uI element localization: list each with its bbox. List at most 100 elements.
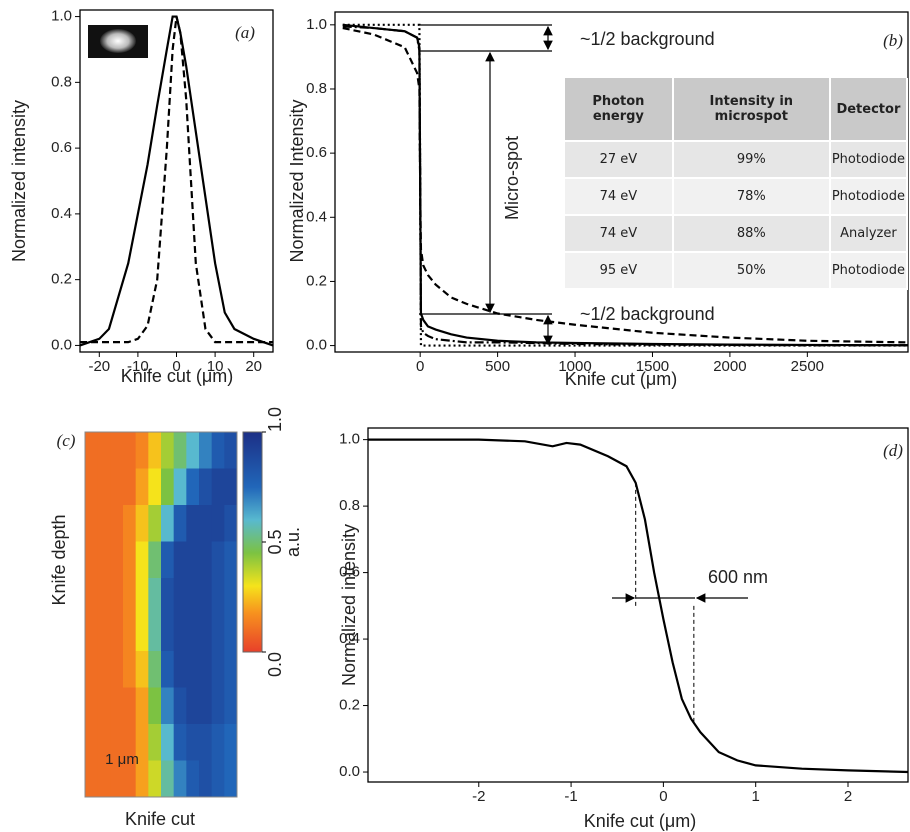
heatmap-cell	[199, 687, 213, 725]
table-row: 27 eV 99% Photodiode	[565, 141, 909, 179]
heatmap-cell	[173, 651, 187, 688]
heatmap-cell	[161, 760, 175, 798]
heatmap-cell	[123, 614, 137, 652]
heatmap-cell	[161, 687, 175, 725]
plot-frame	[79, 9, 274, 353]
y-tick-label: 0.2	[306, 272, 327, 289]
x-tick-label: 2	[844, 788, 852, 805]
heatmap-cell	[97, 651, 111, 688]
heatmap-cell	[173, 687, 187, 725]
x-tick-label: 1	[752, 788, 760, 805]
panel-label: (a)	[235, 23, 255, 42]
heatmap-cell	[97, 468, 111, 506]
heatmap-cell	[211, 724, 225, 761]
heatmap-cell	[161, 468, 175, 506]
heatmap-cell	[135, 651, 149, 688]
table-header: Photon energy	[565, 78, 674, 142]
annotation: Micro-spot	[502, 136, 522, 220]
bracket-annotations	[419, 24, 553, 346]
heatmap-cell	[186, 724, 200, 761]
x-tick-label: -1	[564, 788, 577, 805]
heatmap-cell	[199, 468, 213, 506]
heatmap-cell	[224, 432, 238, 469]
table-row: 74 eV 78% Photodiode	[565, 178, 909, 216]
heatmap-cell	[110, 724, 124, 761]
heatmap-cell	[186, 760, 200, 798]
heatmap-cell	[97, 614, 111, 652]
y-tick-label: 0.0	[339, 763, 360, 780]
heatmap-cell	[186, 432, 200, 469]
x-axis-title: Knife cut (μm)	[121, 366, 233, 386]
heatmap-cell	[110, 432, 124, 469]
y-axis-title: Normalized intensity	[339, 524, 359, 686]
heatmap-cell	[135, 614, 149, 652]
heatmap-cell	[85, 651, 99, 688]
x-tick-label: 0	[659, 788, 667, 805]
heatmap-cell	[173, 541, 187, 579]
y-tick-label: 0.6	[51, 139, 72, 156]
heatmap-cell	[161, 578, 175, 615]
y-tick-label: 0.8	[339, 497, 360, 514]
heatmap-cell	[123, 760, 137, 798]
heatmap-cell	[97, 541, 111, 579]
heatmap-cell	[85, 760, 99, 798]
heatmap-cell	[186, 505, 200, 542]
heatmap-cell	[199, 724, 213, 761]
heatmap-cell	[224, 760, 238, 798]
heatmap-cell	[211, 541, 225, 579]
y-tick-label: 0.4	[306, 208, 327, 225]
x-tick-label: 0	[416, 358, 424, 375]
x-tick-label: 0	[172, 358, 180, 375]
heatmap-cell	[186, 687, 200, 725]
y-axis-title: Normalized intensity	[9, 100, 29, 262]
table-cell: 74 eV	[565, 215, 674, 253]
annotation: ~1/2 background	[580, 304, 715, 324]
heatmap-cell	[224, 614, 238, 652]
y-tick-label: 0.6	[339, 564, 360, 581]
heatmap-cell	[161, 505, 175, 542]
x-axis-title: Knife cut	[125, 809, 195, 829]
heatmap-cell	[135, 760, 149, 798]
heatmap-cell	[211, 651, 225, 688]
heatmap-cell	[97, 578, 111, 615]
heatmap-cell	[85, 724, 99, 761]
y-axis-title: Normalized Intensity	[287, 99, 307, 262]
heatmap-cell	[123, 505, 137, 542]
heatmap-cell	[199, 651, 213, 688]
table-cell: 74 eV	[565, 178, 674, 216]
x-tick-label: -20	[88, 358, 110, 375]
heatmap-cell	[161, 541, 175, 579]
heatmap-cell	[97, 432, 111, 469]
heatmap-cell	[224, 468, 238, 506]
heatmap-cell	[135, 687, 149, 725]
y-tick-label: 0.2	[339, 697, 360, 714]
heatmap-cell	[161, 651, 175, 688]
x-tick-label: 1000	[558, 358, 591, 375]
heatmap-cell	[135, 468, 149, 506]
heatmap-cell	[199, 578, 213, 615]
table-cell: 78%	[672, 178, 831, 216]
heatmap-cell	[199, 760, 213, 798]
x-tick-label: 500	[485, 358, 510, 375]
heatmap-cell	[211, 578, 225, 615]
table-cell: 88%	[672, 215, 831, 253]
colorbar	[242, 431, 263, 653]
heatmap-cell	[173, 614, 187, 652]
heatmap-cell	[148, 760, 162, 798]
heatmap-cell	[85, 614, 99, 652]
heatmap-cell	[211, 614, 225, 652]
data-line	[79, 15, 274, 347]
y-tick-label: 0.2	[51, 271, 72, 288]
heatmap-cell	[123, 578, 137, 615]
heatmap-cell	[224, 651, 238, 688]
data-line	[342, 26, 909, 344]
heatmap-cell	[148, 468, 162, 506]
annotation: 600 nm	[708, 567, 768, 587]
y-tick-label: 1.0	[339, 431, 360, 448]
heatmap-cell	[148, 432, 162, 469]
heatmap-cell	[123, 541, 137, 579]
heatmap-cell	[224, 541, 238, 579]
heatmap-cell	[161, 432, 175, 469]
heatmap-cell	[148, 687, 162, 725]
